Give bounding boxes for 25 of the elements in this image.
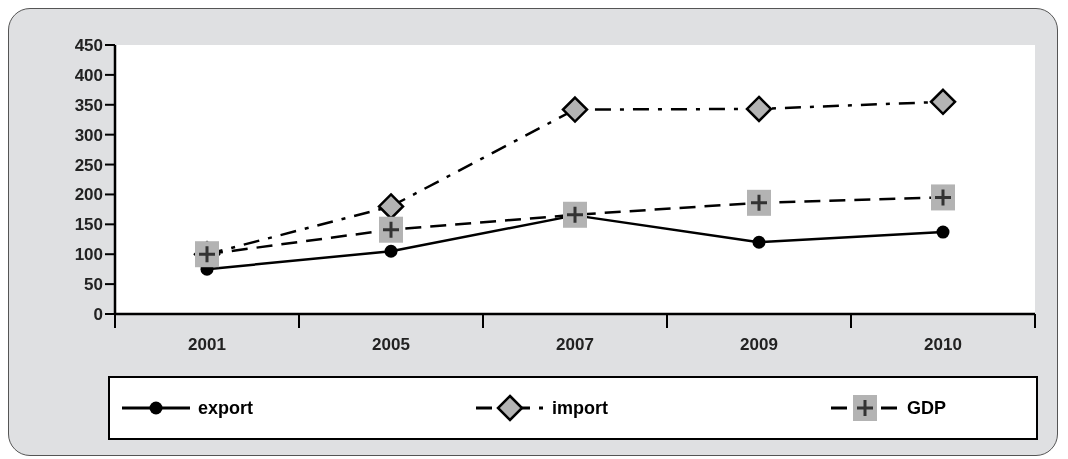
point (745, 95, 773, 123)
point (752, 235, 766, 249)
point (929, 88, 957, 116)
y-tick-label: 300 (74, 125, 103, 145)
y-tick-label: 100 (74, 245, 103, 265)
y-tick-label: 200 (74, 185, 103, 205)
y-tick-label: 250 (74, 155, 103, 175)
y-tick-label: 150 (74, 215, 103, 235)
x-tick-label: 2009 (740, 335, 778, 354)
point (936, 225, 950, 239)
x-tick-label: 2005 (372, 335, 410, 354)
y-tick-label: 0 (93, 305, 103, 325)
legend-label: export (198, 397, 254, 419)
y-tick-label: 450 (74, 36, 103, 56)
legend-label: import (552, 397, 608, 419)
point (384, 244, 398, 258)
x-tick-label: 2007 (556, 335, 594, 354)
x-tick-label: 2010 (924, 335, 962, 354)
y-tick-label: 50 (84, 275, 103, 295)
point (561, 96, 589, 123)
y-tick-label: 400 (74, 65, 103, 85)
y-tick-label: 350 (74, 95, 103, 115)
x-tick-label: 2001 (188, 335, 226, 354)
legend-label: GDP (906, 397, 946, 419)
point (377, 193, 405, 220)
